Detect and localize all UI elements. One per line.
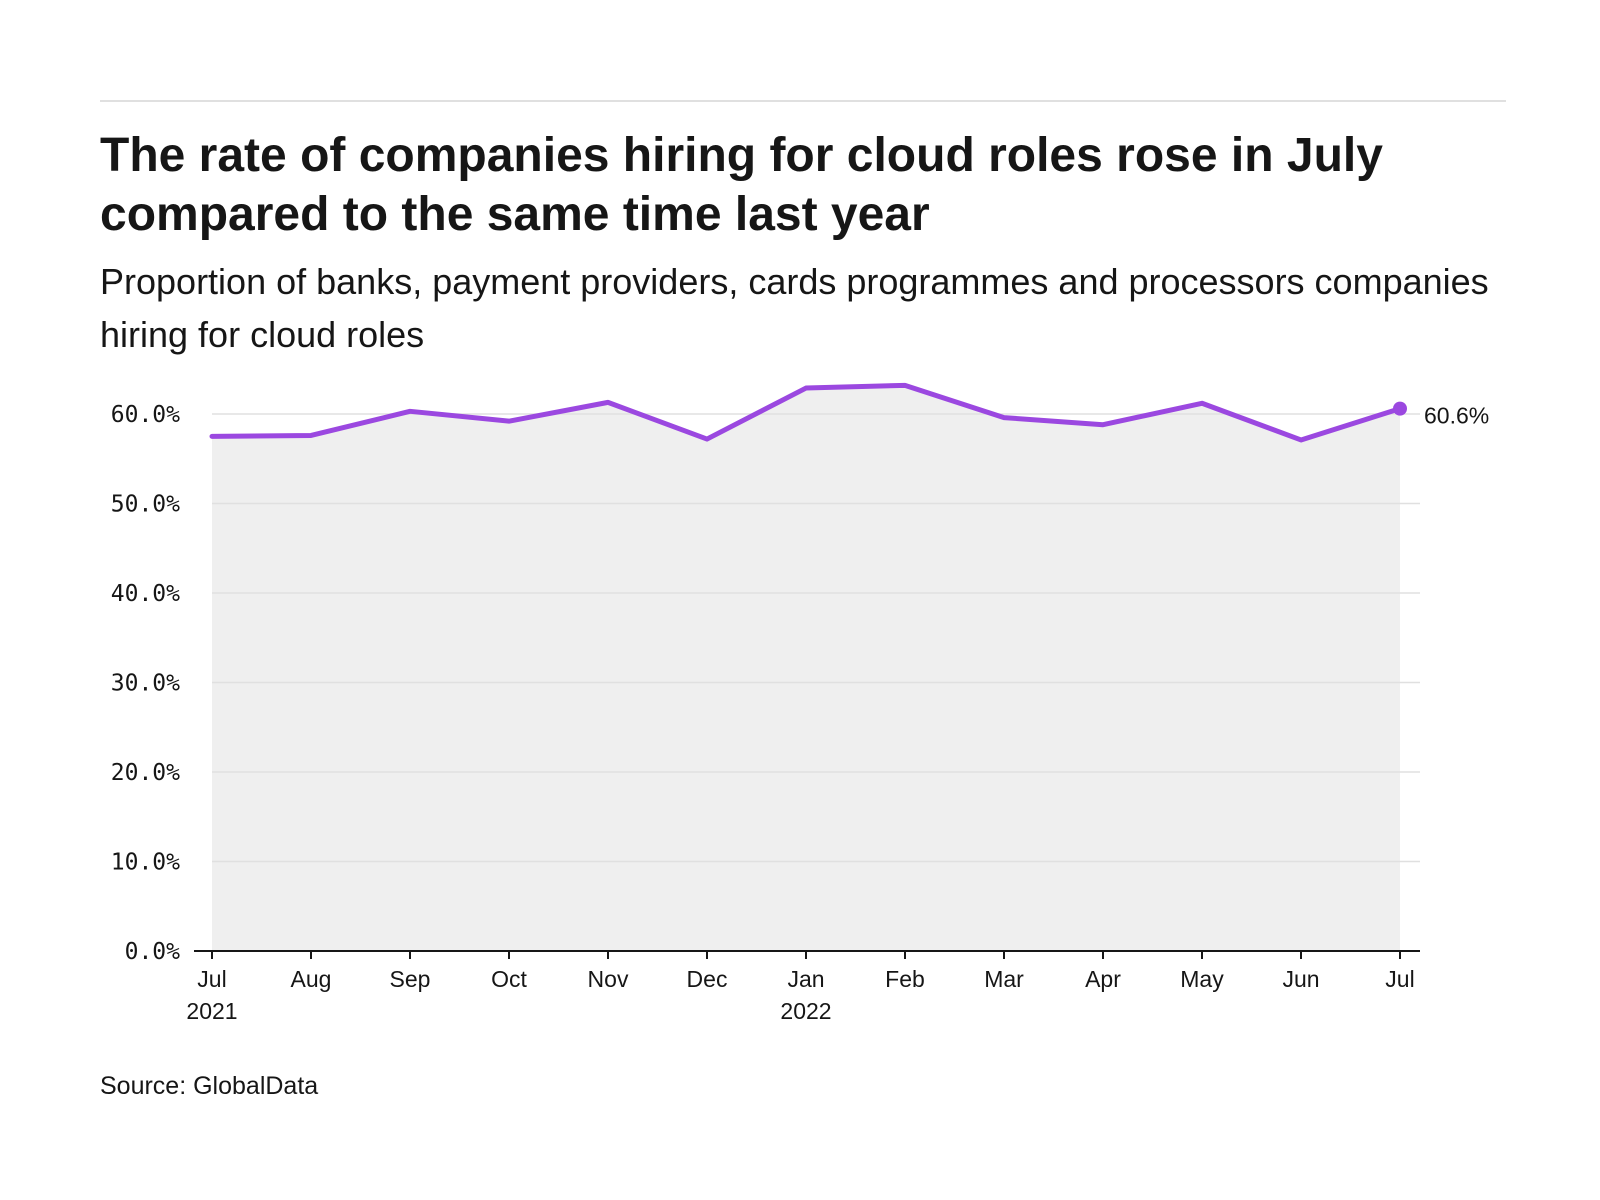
y-tick-label: 30.0% <box>111 671 180 697</box>
y-tick-label: 50.0% <box>111 492 180 518</box>
x-tick-label: Oct <box>491 966 527 992</box>
source-note: Source: GlobalData <box>100 1072 319 1100</box>
x-year-label: 2021 <box>186 998 237 1024</box>
x-tick-label: Dec <box>687 966 728 992</box>
area-fill <box>212 385 1400 951</box>
y-tick-label: 40.0% <box>111 581 180 607</box>
y-tick-label: 0.0% <box>125 939 181 965</box>
end-point-marker <box>1393 401 1407 416</box>
x-year-label: 2022 <box>780 998 831 1024</box>
x-tick-label: Aug <box>291 966 332 992</box>
x-tick-label: Jul <box>1385 966 1414 992</box>
y-tick-label: 60.0% <box>111 402 180 428</box>
series-line <box>209 382 1403 443</box>
x-tick-label: Jan <box>787 966 824 992</box>
x-tick-label: May <box>1180 966 1224 992</box>
x-tick-label: Jun <box>1282 966 1319 992</box>
x-tick-label: Mar <box>984 966 1024 992</box>
x-tick-label: Jul <box>197 966 226 992</box>
y-tick-label: 10.0% <box>111 850 180 876</box>
x-tick-label: Apr <box>1085 966 1121 992</box>
x-tick-label: Sep <box>390 966 431 992</box>
x-tick-label: Nov <box>588 966 629 992</box>
chart-subtitle: Proportion of banks, payment providers, … <box>100 261 1489 355</box>
chart-title: The rate of companies hiring for cloud r… <box>100 129 1383 241</box>
top-rule <box>100 100 1506 102</box>
y-tick-label: 20.0% <box>111 760 180 786</box>
end-value-label: 60.6% <box>1424 403 1489 429</box>
x-tick-label: Feb <box>885 966 925 992</box>
